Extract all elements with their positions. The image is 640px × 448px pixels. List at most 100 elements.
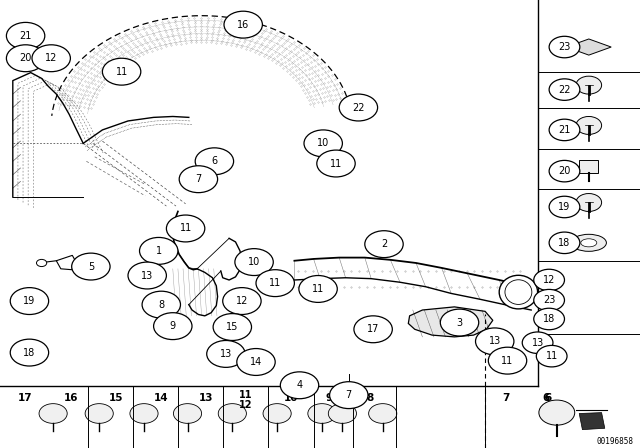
Text: 7: 7 xyxy=(195,174,202,184)
Circle shape xyxy=(85,404,113,423)
Circle shape xyxy=(576,194,602,211)
Text: 10: 10 xyxy=(284,393,298,403)
Text: 22: 22 xyxy=(558,85,571,95)
Text: 7: 7 xyxy=(502,393,510,403)
Circle shape xyxy=(354,316,392,343)
Circle shape xyxy=(128,262,166,289)
Text: 7: 7 xyxy=(346,390,352,400)
Text: 21: 21 xyxy=(19,31,32,41)
Text: 9: 9 xyxy=(170,321,176,331)
Circle shape xyxy=(522,332,553,353)
Circle shape xyxy=(539,400,575,425)
Circle shape xyxy=(280,372,319,399)
Circle shape xyxy=(549,196,580,218)
Circle shape xyxy=(536,345,567,367)
Text: 13: 13 xyxy=(220,349,232,359)
Circle shape xyxy=(304,130,342,157)
Circle shape xyxy=(549,160,580,182)
Circle shape xyxy=(328,404,356,423)
Bar xyxy=(579,160,598,173)
Text: 3: 3 xyxy=(456,318,463,327)
Text: 15: 15 xyxy=(109,393,124,403)
Circle shape xyxy=(6,45,45,72)
Text: 1: 1 xyxy=(156,246,162,256)
Text: 10: 10 xyxy=(248,257,260,267)
Circle shape xyxy=(32,45,70,72)
Text: 13: 13 xyxy=(198,393,213,403)
Text: 11: 11 xyxy=(501,356,514,366)
Circle shape xyxy=(576,116,602,134)
Circle shape xyxy=(130,404,158,423)
Text: 12: 12 xyxy=(45,53,58,63)
Polygon shape xyxy=(566,39,611,55)
Circle shape xyxy=(549,119,580,141)
Text: 11: 11 xyxy=(545,351,558,361)
Circle shape xyxy=(488,347,527,374)
Circle shape xyxy=(534,269,564,291)
Circle shape xyxy=(330,382,368,409)
Text: 4: 4 xyxy=(296,380,303,390)
Ellipse shape xyxy=(581,239,597,247)
Circle shape xyxy=(10,339,49,366)
Circle shape xyxy=(179,166,218,193)
Text: 17: 17 xyxy=(367,324,380,334)
Circle shape xyxy=(440,309,479,336)
Text: 17: 17 xyxy=(18,393,33,403)
Text: 00196858: 00196858 xyxy=(596,437,634,446)
Circle shape xyxy=(549,36,580,58)
Circle shape xyxy=(102,58,141,85)
Text: 23: 23 xyxy=(543,295,556,305)
Text: 5: 5 xyxy=(88,262,94,271)
Text: 22: 22 xyxy=(352,103,365,112)
Polygon shape xyxy=(294,377,312,388)
Text: 13: 13 xyxy=(488,336,501,346)
Text: 15: 15 xyxy=(226,322,239,332)
Text: 19: 19 xyxy=(23,296,36,306)
Circle shape xyxy=(534,289,564,311)
Circle shape xyxy=(299,276,337,302)
Text: 2: 2 xyxy=(381,239,387,249)
Circle shape xyxy=(213,314,252,340)
Text: 11: 11 xyxy=(239,390,252,400)
Circle shape xyxy=(549,79,580,100)
Circle shape xyxy=(166,215,205,242)
Ellipse shape xyxy=(572,234,607,251)
Circle shape xyxy=(36,259,47,267)
Text: 11: 11 xyxy=(269,278,282,288)
Polygon shape xyxy=(408,307,493,337)
Circle shape xyxy=(218,404,246,423)
Text: 20: 20 xyxy=(558,166,571,176)
Text: 19: 19 xyxy=(558,202,571,212)
Circle shape xyxy=(476,328,514,355)
Text: 6: 6 xyxy=(543,393,550,403)
Circle shape xyxy=(224,11,262,38)
Text: 9: 9 xyxy=(325,393,332,403)
Circle shape xyxy=(549,232,580,254)
Text: 13: 13 xyxy=(531,338,544,348)
Text: 12: 12 xyxy=(543,275,556,285)
Text: 11: 11 xyxy=(312,284,324,294)
Circle shape xyxy=(263,404,291,423)
Circle shape xyxy=(339,94,378,121)
Polygon shape xyxy=(362,323,379,336)
Text: 20: 20 xyxy=(19,53,32,63)
Circle shape xyxy=(576,76,602,94)
Circle shape xyxy=(39,404,67,423)
Circle shape xyxy=(173,404,202,423)
Text: 14: 14 xyxy=(250,357,262,367)
Circle shape xyxy=(235,249,273,276)
Text: 14: 14 xyxy=(154,393,168,403)
Text: 6: 6 xyxy=(544,393,551,403)
Text: 16: 16 xyxy=(237,20,250,30)
Text: 11: 11 xyxy=(330,159,342,168)
Circle shape xyxy=(195,148,234,175)
Circle shape xyxy=(10,288,49,314)
Polygon shape xyxy=(579,413,605,430)
Text: 18: 18 xyxy=(543,314,556,324)
Text: 13: 13 xyxy=(141,271,154,280)
Text: 11: 11 xyxy=(179,224,192,233)
Text: 16: 16 xyxy=(64,393,79,403)
Text: 18: 18 xyxy=(558,238,571,248)
Text: 10: 10 xyxy=(317,138,330,148)
Text: 6: 6 xyxy=(211,156,218,166)
